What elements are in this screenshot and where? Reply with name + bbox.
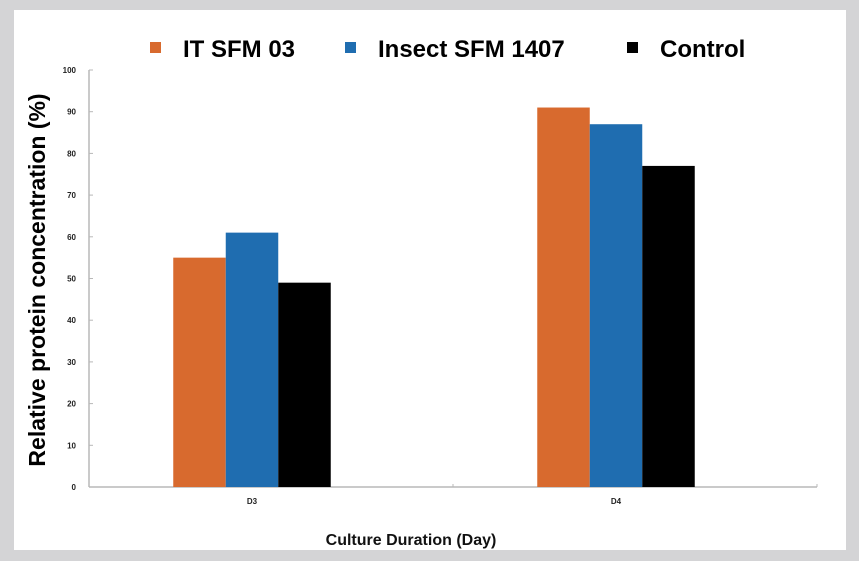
legend-label: Insect SFM 1407 <box>378 36 565 63</box>
bars <box>173 107 695 488</box>
y-tick-label: 100 <box>63 66 77 75</box>
legend-swatch <box>627 42 638 53</box>
y-tick-label: 70 <box>67 191 76 200</box>
y-tick-label: 60 <box>67 233 76 242</box>
x-axis-label: Culture Duration (Day) <box>326 532 497 549</box>
y-tick-label: 40 <box>67 316 76 325</box>
bar-d3-insect-sfm-1407 <box>225 232 279 487</box>
legend-item: IT SFM 03 <box>150 36 295 63</box>
chart-panel <box>14 10 846 550</box>
y-axis: 0 10 20 30 40 50 60 70 80 90 100 <box>63 66 93 492</box>
x-tick-label: D3 <box>247 497 258 506</box>
bar-d4-control <box>642 165 695 487</box>
bar-d3-control <box>278 282 331 487</box>
bar-d3-it-sfm-03 <box>173 257 226 487</box>
y-tick-label: 30 <box>67 358 76 367</box>
y-tick-label: 80 <box>67 149 76 158</box>
legend: IT SFM 03 Insect SFM 1407 Control <box>150 36 745 63</box>
legend-label: IT SFM 03 <box>183 36 295 63</box>
y-tick-label: 50 <box>67 275 76 284</box>
bar-d4-it-sfm-03 <box>537 107 590 487</box>
y-tick-label: 10 <box>67 441 76 450</box>
legend-swatch <box>150 42 161 53</box>
x-axis: D3 D4 <box>89 484 818 506</box>
legend-swatch <box>345 42 356 53</box>
legend-item: Insect SFM 1407 <box>345 36 565 63</box>
legend-item: Control <box>627 36 745 63</box>
bar-d4-insect-sfm-1407 <box>589 124 643 488</box>
x-tick-label: D4 <box>611 497 622 506</box>
y-tick-label: 0 <box>72 483 77 492</box>
y-tick-label: 90 <box>67 108 76 117</box>
y-axis-label: Relative protein concentration (%) <box>24 93 50 466</box>
y-tick-label: 20 <box>67 400 76 409</box>
legend-label: Control <box>660 36 745 63</box>
